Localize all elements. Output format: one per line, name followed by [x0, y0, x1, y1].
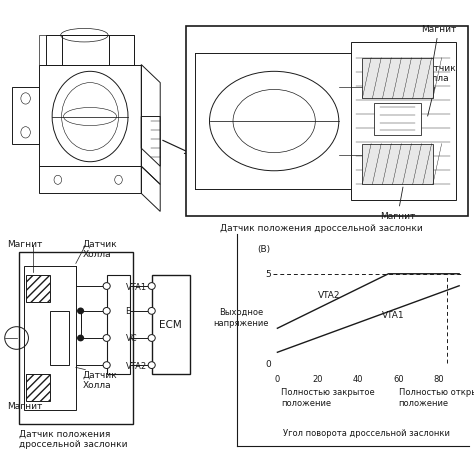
- Text: Датчик положения дроссельной заслонки: Датчик положения дроссельной заслонки: [220, 223, 422, 232]
- Bar: [152, 275, 190, 374]
- Text: Датчик
Холла: Датчик Холла: [83, 370, 118, 389]
- Circle shape: [148, 308, 155, 315]
- Text: Датчик
Холла: Датчик Холла: [421, 63, 456, 117]
- Text: VTA2: VTA2: [318, 290, 340, 299]
- Bar: [107, 275, 130, 374]
- Text: 20: 20: [312, 374, 323, 382]
- Bar: [351, 43, 456, 201]
- Text: (В): (В): [257, 245, 270, 254]
- Bar: [186, 27, 468, 216]
- Text: Магнит: Магнит: [380, 188, 415, 221]
- Text: Магнит: Магнит: [7, 401, 43, 410]
- Circle shape: [103, 283, 110, 290]
- Circle shape: [103, 308, 110, 315]
- Bar: [26, 275, 50, 302]
- Text: 60: 60: [393, 374, 404, 382]
- Text: 0: 0: [265, 359, 271, 368]
- Text: Датчик
Холла: Датчик Холла: [83, 239, 118, 258]
- Text: 80: 80: [434, 374, 444, 382]
- Text: Магнит: Магнит: [7, 239, 43, 248]
- Text: Угол поворота дроссельной заслонки: Угол поворота дроссельной заслонки: [283, 428, 450, 437]
- Text: VTA1: VTA1: [126, 282, 147, 291]
- Bar: [24, 266, 76, 410]
- Text: Магнит: Магнит: [421, 25, 456, 60]
- Bar: [26, 275, 50, 302]
- Text: VTA2: VTA2: [126, 361, 147, 370]
- Circle shape: [148, 362, 155, 369]
- Bar: [362, 144, 433, 185]
- Bar: [374, 104, 421, 135]
- Circle shape: [77, 308, 84, 315]
- Bar: [362, 59, 433, 99]
- Bar: [19, 253, 133, 424]
- Text: 5: 5: [265, 270, 271, 279]
- Circle shape: [148, 283, 155, 290]
- Text: Датчик положения
дроссельной заслонки: Датчик положения дроссельной заслонки: [19, 428, 128, 448]
- Text: VTA1: VTA1: [383, 310, 405, 319]
- Text: ECM: ECM: [159, 320, 182, 330]
- Text: Полностью открытое
положение: Полностью открытое положение: [399, 387, 474, 407]
- Bar: [26, 374, 50, 401]
- Text: E: E: [126, 307, 131, 316]
- Circle shape: [77, 335, 84, 342]
- Bar: [50, 311, 69, 365]
- Text: Выходное
напряжение: Выходное напряжение: [213, 308, 269, 327]
- Text: 40: 40: [353, 374, 364, 382]
- Text: 0: 0: [275, 374, 280, 382]
- Text: Полностью закрытое
положение: Полностью закрытое положение: [282, 387, 375, 407]
- Bar: [26, 374, 50, 401]
- Text: VC: VC: [126, 334, 137, 343]
- Circle shape: [103, 335, 110, 342]
- Circle shape: [103, 362, 110, 369]
- Circle shape: [148, 335, 155, 342]
